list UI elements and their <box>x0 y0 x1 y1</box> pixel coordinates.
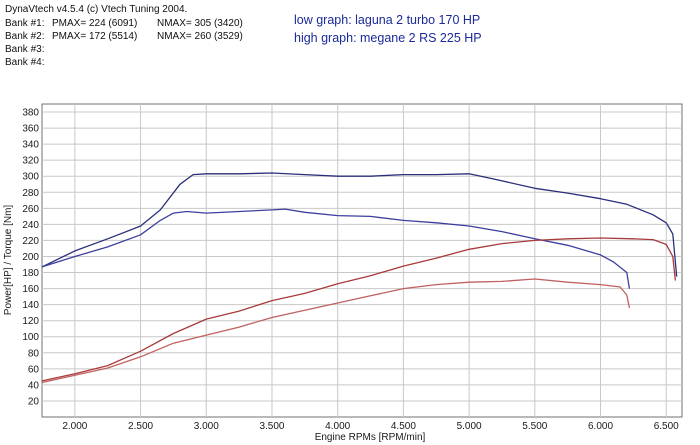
bank2-label: Bank #2: <box>5 31 45 42</box>
y-tick-label: 120 <box>22 316 39 327</box>
plot-area <box>41 103 683 418</box>
x-tick-label: 5.000 <box>457 421 482 432</box>
bank2-pmax: PMAX= 172 (5514) <box>52 31 138 42</box>
y-tick-label: 300 <box>22 172 39 183</box>
x-tick-label: 6.000 <box>588 421 613 432</box>
x-tick-label: 4.500 <box>391 421 416 432</box>
bank3-label: Bank #3: <box>5 44 45 55</box>
x-tick-label: 6.500 <box>654 421 679 432</box>
series-line-1 <box>41 172 678 277</box>
x-axis-ticks: 2.000 2.500 3.000 3.500 4.000 4.500 5.000 5.500… <box>62 421 679 432</box>
y-tick-label: 220 <box>22 236 39 247</box>
series-line-4 <box>41 278 631 384</box>
y-tick-label: 160 <box>22 284 39 295</box>
series-lines <box>41 172 678 384</box>
x-tick-label: 2.500 <box>128 421 153 432</box>
high-graph-note: high graph: megane 2 RS 225 HP <box>294 31 482 45</box>
y-tick-label: 40 <box>28 380 40 391</box>
y-tick-label: 320 <box>22 156 39 167</box>
y-tick-label: 360 <box>22 124 39 135</box>
x-axis-label: Engine RPMs [RPM/min] <box>315 432 426 443</box>
grid <box>42 104 682 417</box>
y-tick-label: 140 <box>22 300 39 311</box>
y-tick-label: 240 <box>22 220 39 231</box>
x-tick-label: 2.000 <box>62 421 87 432</box>
y-tick-label: 100 <box>22 332 39 343</box>
series-line-3 <box>41 237 677 382</box>
y-tick-label: 380 <box>22 108 39 119</box>
bank1-label: Bank #1: <box>5 18 45 29</box>
x-tick-label: 3.500 <box>259 421 284 432</box>
series-line-2 <box>41 208 631 289</box>
y-tick-label: 60 <box>28 364 40 375</box>
y-axis-label: Power[HP] / Torque [Nm] <box>3 205 14 316</box>
y-tick-label: 340 <box>22 140 39 151</box>
x-tick-label: 4.000 <box>325 421 350 432</box>
bank1-pmax: PMAX= 224 (6091) <box>52 18 138 29</box>
y-tick-label: 80 <box>28 348 40 359</box>
x-tick-label: 3.000 <box>194 421 219 432</box>
y-tick-label: 20 <box>28 396 40 407</box>
y-tick-label: 280 <box>22 188 39 199</box>
y-axis-ticks: 20 40 60 80 100 120 140 160 180 200 220 240 260 280 30… <box>22 108 39 408</box>
y-tick-label: 260 <box>22 204 39 215</box>
x-tick-label: 5.500 <box>522 421 547 432</box>
bank4-label: Bank #4: <box>5 57 45 68</box>
low-graph-note: low graph: laguna 2 turbo 170 HP <box>294 13 481 27</box>
bank1-nmax: NMAX= 305 (3420) <box>157 18 243 29</box>
y-tick-label: 180 <box>22 268 39 279</box>
bank2-nmax: NMAX= 260 (3529) <box>157 31 243 42</box>
y-tick-label: 200 <box>22 252 39 263</box>
app-title: DynaVtech v4.5.4 (c) Vtech Tuning 2004. <box>5 4 188 15</box>
